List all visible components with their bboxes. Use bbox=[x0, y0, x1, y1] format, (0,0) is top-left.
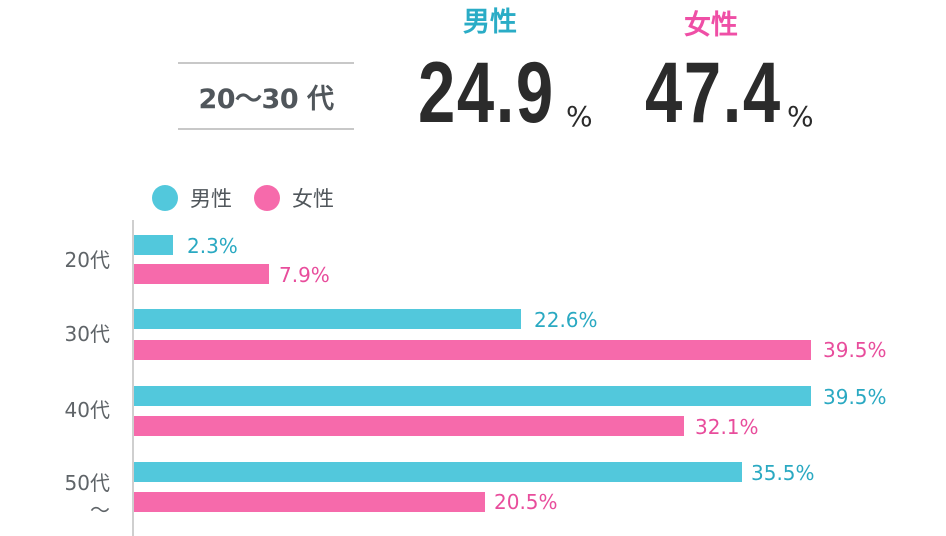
value-female-50s: 20.5% bbox=[494, 490, 558, 514]
legend-female-label: 女性 bbox=[292, 187, 334, 211]
legend-item-male: 男性 bbox=[152, 183, 232, 213]
value-male-50s: 35.5% bbox=[751, 461, 815, 485]
bar-female-50s bbox=[134, 492, 485, 512]
value-male-20s: 2.3% bbox=[187, 234, 238, 258]
male-heading: 男性 bbox=[463, 7, 517, 38]
value-female-20s: 7.9% bbox=[279, 263, 330, 287]
male-summary-value: 24.9 bbox=[418, 45, 555, 141]
bar-male-30s bbox=[134, 309, 521, 329]
category-label-40s: 40代 bbox=[64, 398, 110, 422]
female-summary-unit: % bbox=[787, 100, 814, 133]
female-summary-value: 47.4 bbox=[645, 45, 782, 141]
category-label-50s: 50代 bbox=[64, 471, 110, 495]
value-female-30s: 39.5% bbox=[823, 338, 887, 362]
bar-female-20s bbox=[134, 264, 269, 284]
category-label-50s-suffix: 〜 bbox=[90, 498, 110, 522]
bar-female-40s bbox=[134, 416, 684, 436]
value-male-40s: 39.5% bbox=[823, 385, 887, 409]
legend-item-female: 女性 bbox=[254, 183, 334, 213]
category-label-30s: 30代 bbox=[64, 322, 110, 346]
value-female-40s: 32.1% bbox=[695, 415, 759, 439]
bar-female-30s bbox=[134, 340, 811, 360]
bar-male-20s bbox=[134, 235, 173, 255]
female-dot-icon bbox=[254, 185, 280, 211]
value-male-30s: 22.6% bbox=[534, 308, 598, 332]
legend-male-label: 男性 bbox=[190, 187, 232, 211]
chart-legend: 男性 女性 bbox=[152, 183, 356, 213]
bar-male-40s bbox=[134, 386, 811, 406]
age-range-text: 20〜30 代 bbox=[198, 83, 334, 115]
age-range-label: 20〜30 代 bbox=[178, 62, 354, 130]
female-heading: 女性 bbox=[684, 10, 738, 41]
category-label-20s: 20代 bbox=[64, 248, 110, 272]
male-dot-icon bbox=[152, 185, 178, 211]
bar-male-50s bbox=[134, 462, 742, 482]
y-axis-line bbox=[132, 220, 134, 536]
male-summary-unit: % bbox=[566, 100, 593, 133]
